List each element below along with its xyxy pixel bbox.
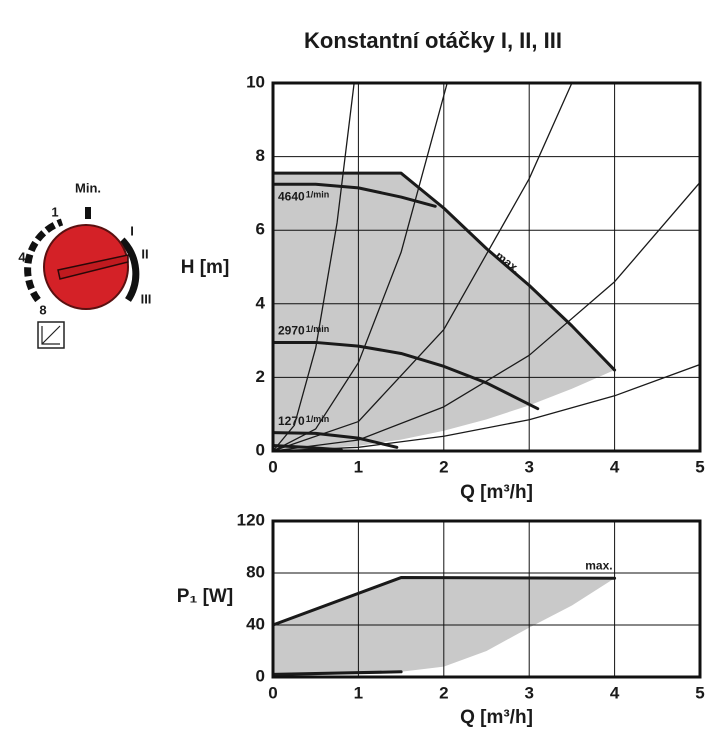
plot-frame xyxy=(271,519,702,679)
x-tick-label: 0 xyxy=(268,683,277,702)
curve xyxy=(273,670,403,676)
y-tick-label: 120 xyxy=(237,510,265,529)
dial-label: II xyxy=(141,246,148,261)
curve-label-unit: 1/min xyxy=(306,324,330,334)
x-tick-label: 0 xyxy=(268,457,277,476)
plot xyxy=(273,83,700,451)
y-tick-label: 40 xyxy=(246,614,265,633)
x-tick-label: 1 xyxy=(354,457,363,476)
y-tick-label: 2 xyxy=(256,367,265,386)
curve xyxy=(273,340,540,411)
curve-label: 2970 xyxy=(278,324,305,338)
dial-label: 4 xyxy=(18,249,26,264)
curve-label: max. xyxy=(585,558,612,572)
y-tick-label: 0 xyxy=(256,666,265,685)
y-tick-label: 4 xyxy=(256,293,266,312)
curve-label-unit: 1/min xyxy=(306,414,330,424)
x-tick-label: 5 xyxy=(695,683,704,702)
y-axis-label: P₁ [W] xyxy=(177,586,233,607)
x-tick-label: 3 xyxy=(524,457,533,476)
y-tick-label: 6 xyxy=(256,220,265,239)
curve-label: 1270 xyxy=(278,414,305,428)
y-tick-label: 8 xyxy=(256,146,265,165)
chart-title: Konstantní otáčky I, II, III xyxy=(304,28,562,53)
curve xyxy=(273,83,355,451)
plot xyxy=(273,521,700,677)
curve xyxy=(273,83,573,451)
curve xyxy=(273,182,437,208)
dial-scale xyxy=(119,237,140,302)
y-tick-label: 80 xyxy=(246,562,265,581)
dial-label: Min. xyxy=(75,180,101,195)
dial-label: 1 xyxy=(51,204,58,219)
x-tick-label: 1 xyxy=(354,683,363,702)
curve xyxy=(273,363,700,451)
curve xyxy=(273,431,399,449)
y-axis-label: H [m] xyxy=(181,257,230,278)
curve xyxy=(273,181,700,451)
x-tick-label: 5 xyxy=(695,457,704,476)
curve xyxy=(273,171,617,372)
x-tick-label: 3 xyxy=(524,683,533,702)
dial-scale xyxy=(24,218,64,303)
x-axis-label: Q [m³/h] xyxy=(460,707,533,728)
dial-label: III xyxy=(141,291,152,306)
x-tick-label: 4 xyxy=(610,457,620,476)
dial-label: 8 xyxy=(39,302,46,317)
dial: Min. 1 4 8 I II III xyxy=(18,180,152,349)
plot-frame xyxy=(271,81,702,453)
curve xyxy=(273,576,617,627)
y-tick-label: 10 xyxy=(246,72,265,91)
dial-pointer xyxy=(57,254,129,280)
x-tick-label: 4 xyxy=(610,683,620,702)
curve-label: 4640 xyxy=(278,189,305,203)
y-tick-label: 0 xyxy=(256,440,265,459)
dial-label: I xyxy=(130,223,134,238)
curve xyxy=(273,83,448,451)
curve-label-unit: 1/min xyxy=(306,190,330,200)
x-tick-label: 2 xyxy=(439,683,448,702)
mode-icon xyxy=(41,325,61,345)
x-tick-label: 2 xyxy=(439,457,448,476)
dial-min-mark xyxy=(85,207,91,219)
x-axis-label: Q [m³/h] xyxy=(460,482,533,503)
